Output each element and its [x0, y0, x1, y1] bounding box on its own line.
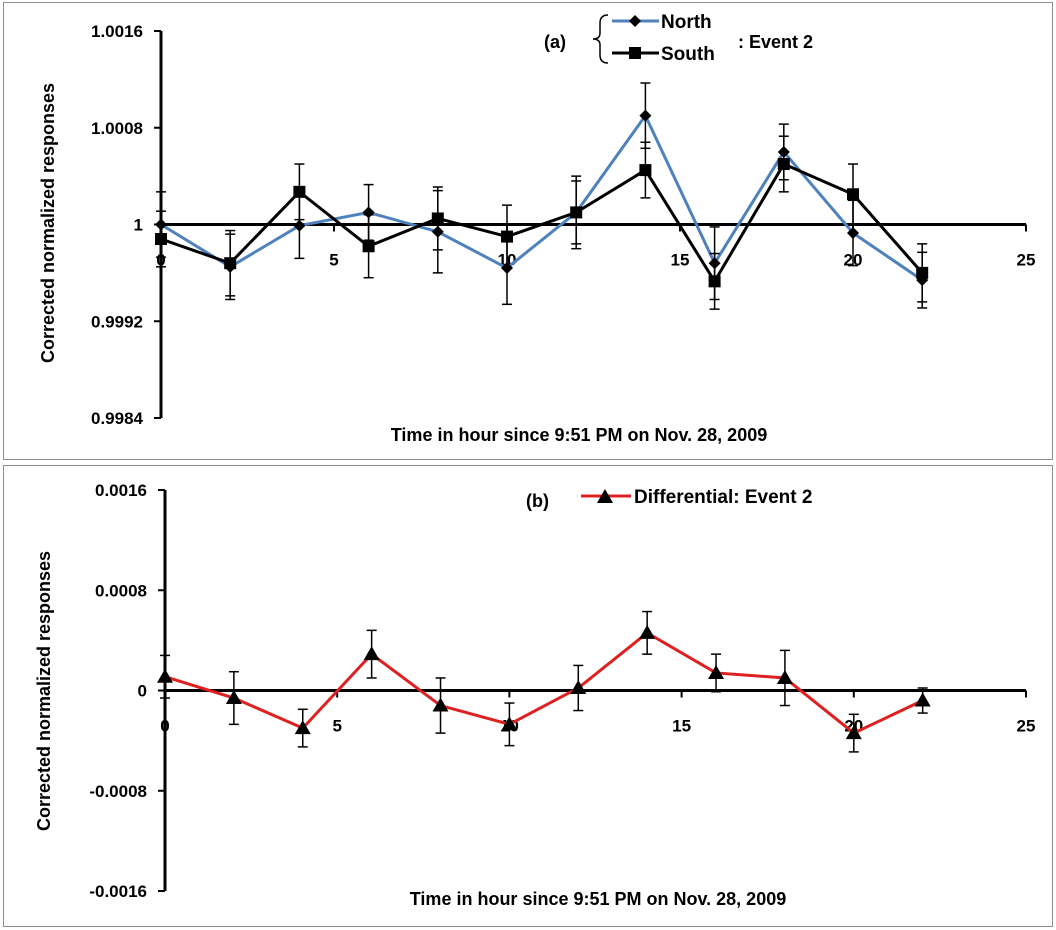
data-point-triangle	[432, 697, 449, 712]
x-tick-label: 25	[1017, 251, 1036, 270]
x-tick-label: 15	[671, 251, 690, 270]
data-point-square	[916, 266, 929, 279]
y-tick-label: 1.0016	[91, 22, 143, 41]
panel-label: (a)	[544, 32, 566, 52]
y-tick-label: 1.0008	[91, 119, 143, 138]
data-point-diamond	[847, 226, 859, 239]
legend-label-differential: Differential: Event 2	[634, 487, 812, 508]
y-axis-title: Corrected normalized responses	[34, 551, 54, 831]
x-tick-label: 5	[332, 717, 341, 736]
y-tick-label: 0.9992	[91, 312, 143, 331]
chart-panel-b: 0.00160.00080-0.0008-0.00160510152025Tim…	[3, 465, 1053, 927]
data-point-triangle	[501, 716, 518, 731]
panel-label: (b)	[526, 491, 549, 511]
data-point-triangle	[157, 668, 173, 683]
data-point-triangle	[363, 646, 380, 661]
chart-a-svg: 1.00161.000810.99920.99840510152025Time …	[38, 12, 1036, 445]
chart-panel-a: 1.00161.000810.99920.99840510152025Time …	[3, 2, 1053, 460]
x-tick-label: 5	[329, 251, 338, 270]
data-point-square	[431, 212, 444, 225]
y-tick-label: 1	[134, 216, 143, 235]
data-point-triangle	[914, 692, 931, 707]
y-tick-label: 0.0016	[95, 481, 147, 500]
data-point-triangle	[845, 725, 862, 740]
data-point-triangle	[776, 669, 793, 684]
legend-brace	[592, 14, 609, 64]
data-point-square	[155, 233, 167, 246]
y-tick-label: -0.0008	[89, 782, 147, 801]
x-tick-label: 15	[672, 717, 691, 736]
x-tick-label: 25	[1017, 717, 1036, 736]
data-point-square	[570, 206, 583, 219]
data-point-square	[293, 185, 306, 198]
x-axis-title: Time in hour since 9:51 PM on Nov. 28, 2…	[410, 889, 786, 909]
legend-marker-differential	[597, 489, 613, 503]
legend-marker-north	[629, 15, 641, 27]
legend-marker-south	[629, 47, 641, 59]
legend-label-north: North	[661, 12, 712, 33]
data-point-triangle	[639, 624, 656, 639]
legend-event-label: : Event 2	[738, 32, 813, 52]
data-point-triangle	[294, 720, 311, 735]
legend-label-south: South	[661, 44, 715, 65]
series-line-diamond	[160, 112, 924, 282]
data-point-square	[847, 188, 859, 201]
data-point-square	[501, 230, 513, 243]
y-tick-label: 0.9984	[91, 409, 144, 428]
data-point-triangle	[225, 690, 242, 705]
data-point-square	[362, 240, 375, 253]
data-point-square	[708, 275, 721, 288]
y-axis-title: Corrected normalized responses	[38, 83, 58, 363]
x-axis-title: Time in hour since 9:51 PM on Nov. 28, 2…	[391, 425, 767, 445]
y-tick-label: 0	[138, 682, 147, 701]
y-tick-label: 0.0008	[95, 581, 147, 600]
series-line-square	[160, 162, 924, 285]
data-point-triangle	[708, 664, 725, 679]
data-point-diamond	[639, 109, 652, 122]
chart-b-svg: 0.00160.00080-0.0008-0.00160510152025Tim…	[34, 481, 1036, 909]
data-point-triangle	[570, 679, 587, 694]
data-point-square	[777, 158, 790, 171]
data-point-square	[224, 257, 237, 270]
y-tick-label: -0.0016	[89, 882, 147, 901]
data-point-diamond	[293, 219, 306, 232]
x-tick-label: 0	[160, 717, 169, 736]
data-point-square	[639, 164, 652, 177]
series-line-triangle	[164, 631, 924, 735]
